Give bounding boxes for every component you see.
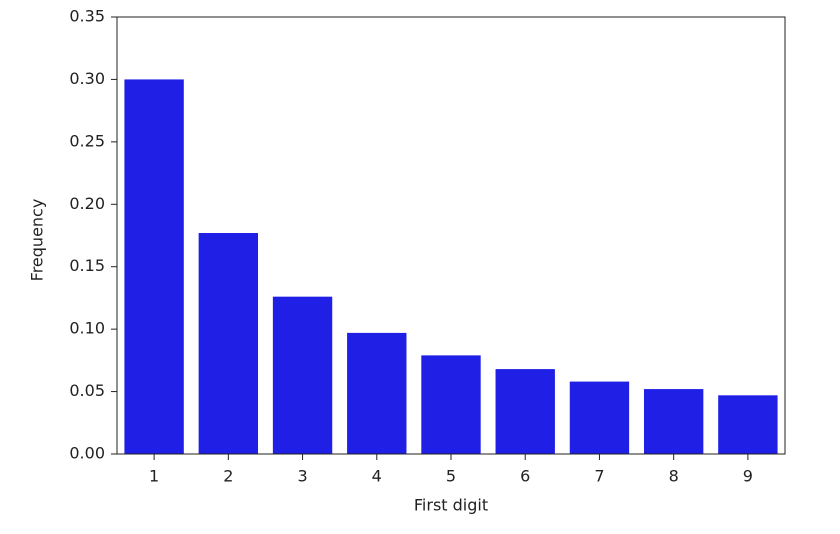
bar: [421, 355, 481, 454]
y-tick-label: 0.05: [69, 381, 105, 400]
plot-frame: [116, 16, 786, 455]
x-tick-label: 6: [520, 467, 530, 486]
y-tick-label: 0.10: [69, 319, 105, 338]
x-tick-label: 3: [297, 467, 307, 486]
x-tick-label: 1: [149, 467, 159, 486]
y-tick-label: 0.15: [69, 256, 105, 275]
y-axis-label: Frequency: [28, 199, 47, 282]
x-tick-label: 8: [669, 467, 679, 486]
x-tick-label: 9: [743, 467, 753, 486]
y-tick-label: 0.30: [69, 69, 105, 88]
y-tick-label: 0.20: [69, 194, 105, 213]
x-tick-label: 7: [594, 467, 604, 486]
x-tick-label: 2: [223, 467, 233, 486]
bar: [347, 332, 407, 454]
y-tick-label: 0.35: [69, 7, 105, 26]
y-tick-label: 0.00: [69, 444, 105, 463]
y-tick-label: 0.25: [69, 131, 105, 150]
bar: [569, 381, 630, 454]
x-tick-label: 5: [446, 467, 456, 486]
bar: [718, 395, 778, 454]
bar: [495, 369, 555, 454]
bar: [124, 79, 184, 454]
bar: [643, 389, 704, 454]
bar: [272, 296, 333, 454]
x-axis-label: First digit: [414, 496, 488, 515]
bar: [198, 233, 259, 454]
x-tick-label: 4: [372, 467, 382, 486]
